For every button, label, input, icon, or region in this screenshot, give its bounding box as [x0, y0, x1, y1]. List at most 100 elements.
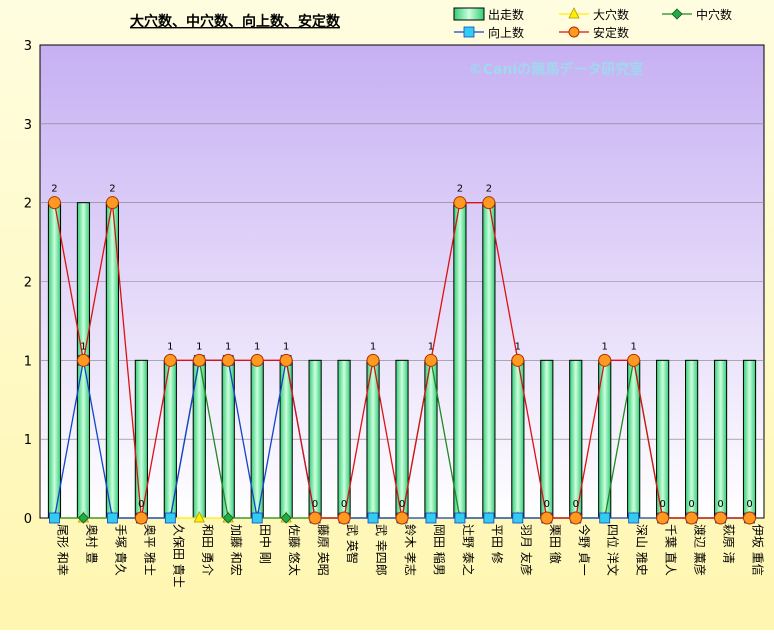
x-tick-label: 藤原 英昭 [316, 524, 330, 576]
marker-diamond [77, 512, 90, 524]
y-tick-label: 3 [24, 118, 32, 133]
marker-square [512, 512, 524, 524]
marker-circle [366, 353, 380, 367]
x-tick-label: 羽月 友彦 [519, 524, 534, 576]
x-tick-label: 手塚 貴久 [113, 524, 127, 576]
data-label: 1 [80, 341, 86, 352]
data-label: 1 [602, 341, 608, 352]
data-label: 0 [717, 499, 723, 510]
y-tick-label: 2 [24, 197, 32, 212]
data-label: 1 [630, 341, 636, 352]
data-label: 1 [370, 341, 376, 352]
x-tick-label: 鈴木 孝志 [403, 524, 418, 576]
marker-circle [192, 353, 206, 367]
x-tick-label: 加藤 和宏 [229, 524, 244, 576]
marker-diamond [222, 512, 234, 524]
bar-starts [453, 202, 467, 519]
marker-square [454, 512, 466, 524]
legend-marker [463, 26, 475, 38]
marker-square [164, 512, 176, 524]
marker-circle [221, 353, 235, 367]
x-tick-label: 武 幸四郎 [374, 524, 388, 576]
legend-swatch-bar [453, 7, 485, 21]
y-tick-label: 1 [24, 433, 32, 448]
marker-circle [105, 196, 119, 210]
data-label: 0 [312, 499, 318, 510]
x-tick-label: 平田 修 [490, 524, 505, 564]
legend-entry: 出走数 [453, 7, 524, 22]
x-tick-label: 辻野 泰之 [461, 524, 475, 576]
x-tick-label: 岡田 稲男 [432, 524, 446, 576]
marker-circle [250, 353, 264, 367]
x-tick-label: 和田 勇介 [200, 524, 214, 576]
data-label: 0 [399, 499, 405, 510]
chart-title: 大穴数、中穴数、向上数、安定数 [130, 13, 341, 30]
y-tick-label: 1 [24, 354, 32, 369]
watermark: ©Caniの競馬データ研究室 [469, 61, 644, 78]
data-label: 1 [515, 341, 521, 352]
x-tick-label: 久保田 貴士 [171, 524, 185, 588]
marker-square [367, 512, 379, 524]
marker-circle [134, 511, 148, 525]
marker-circle [163, 353, 177, 367]
data-label: 1 [283, 341, 289, 352]
x-tick-label: 尾形 和幸 [55, 524, 69, 576]
marker-square [251, 512, 263, 524]
marker-square [599, 512, 611, 524]
marker-square [107, 512, 118, 524]
marker-square [425, 512, 437, 524]
x-tick-label: 佐藤 悠太 [287, 524, 302, 576]
legend-label: 向上数 [488, 25, 524, 40]
marker-circle [482, 196, 496, 210]
bar-starts [742, 359, 757, 519]
data-label: 0 [688, 499, 694, 510]
legend-label: 大穴数 [593, 7, 629, 22]
marker-diamond [280, 512, 292, 524]
legend-label: 出走数 [488, 7, 524, 22]
legend-marker [568, 7, 580, 19]
marker-circle [47, 196, 61, 210]
marker-square [483, 512, 495, 524]
data-label: 0 [341, 499, 347, 510]
data-label: 2 [109, 184, 115, 195]
marker-circle [685, 511, 699, 525]
x-tick-label: 奥平 雅士 [142, 524, 157, 576]
legend-label: 安定数 [593, 25, 629, 40]
legend-marker [671, 8, 683, 20]
x-tick-label: 渡辺 薫彦 [693, 524, 708, 576]
bar-starts [482, 202, 496, 519]
bar-starts [685, 359, 699, 519]
x-tick-label: 今野 貞一 [577, 524, 592, 576]
data-label: 2 [457, 184, 463, 195]
data-label: 2 [51, 184, 57, 195]
x-tick-label: 四位 洋文 [606, 524, 621, 576]
marker-circle [511, 353, 525, 367]
marker-circle [598, 353, 612, 367]
legend-entry: 大穴数 [559, 7, 629, 22]
legend-entry: 向上数 [454, 25, 524, 40]
legend-entry: 安定数 [559, 25, 629, 40]
y-tick-label: 2 [24, 276, 32, 291]
x-tick-label: 武 英智 [345, 524, 360, 564]
x-tick-label: 深山 雅史 [635, 524, 650, 576]
data-label: 1 [167, 341, 173, 352]
marker-square [628, 512, 640, 524]
marker-circle [76, 353, 90, 367]
marker-triangle [193, 511, 205, 523]
x-tick-label: 田中 剛 [258, 524, 273, 564]
data-label: 0 [746, 499, 752, 510]
y-tick-label: 3 [24, 39, 32, 54]
data-label: 0 [138, 499, 144, 510]
data-label: 1 [428, 341, 434, 352]
x-tick-label: 千葉 直人 [664, 524, 678, 576]
legend-marker [568, 26, 580, 38]
data-label: 1 [225, 341, 231, 352]
marker-circle [627, 353, 641, 367]
marker-circle [656, 511, 670, 525]
data-label: 0 [544, 499, 550, 510]
bar-starts [713, 359, 728, 519]
data-label: 0 [573, 499, 579, 510]
marker-circle [743, 511, 757, 525]
